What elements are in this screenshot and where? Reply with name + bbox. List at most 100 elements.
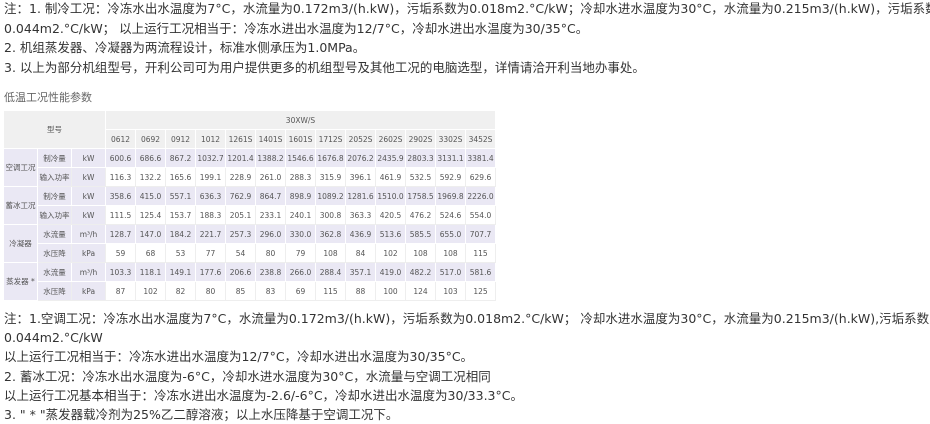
table-cell: kW: [71, 148, 106, 168]
table-cell: 205.1: [225, 205, 256, 225]
table-cell: 288.4: [315, 262, 346, 282]
table-cell: 362.8: [315, 224, 346, 244]
table-cell: 2902S: [405, 129, 436, 149]
table-cell: 103.3: [105, 262, 136, 282]
table-cell: 输入功率: [37, 205, 72, 225]
table-cell: m³/h: [71, 262, 106, 282]
bottom-notes: 注：1.空调工况：冷冻水出水温度为7°C，水流量为0.172m3/(h.kW)，…: [4, 309, 930, 424]
table-cell: 118.1: [135, 262, 166, 282]
table-cell: 581.6: [465, 262, 496, 282]
table-cell: 315.9: [315, 167, 346, 187]
table-cell: 2076.2: [345, 148, 376, 168]
table-title: 低温工况性能参数: [4, 91, 92, 104]
table-cell: 420.5: [375, 205, 406, 225]
table-cell: 82: [165, 281, 196, 301]
table-cell: 53: [165, 243, 196, 263]
table-cell: 3381.4: [465, 148, 496, 168]
table-cell: 266.0: [285, 262, 316, 282]
table-cell: 3131.1: [435, 148, 466, 168]
table-cell: 415.0: [135, 186, 166, 206]
table-cell: 蒸发器 *: [3, 262, 38, 301]
table-row: 水压降 kPa 87 102 82 80 85 83 69 115 88 100 124 103 125: [4, 281, 496, 301]
table-cell: 867.2: [165, 148, 196, 168]
table-cell: 165.6: [165, 167, 196, 187]
note-line: 0.044m2.°C/kW； 以上运行工况相当于：冷冻水进出水温度为12/7°C…: [4, 20, 589, 36]
table-cell: 240.1: [285, 205, 316, 225]
note-line: 注：1.空调工况：冷冻水出水温度为7°C，水流量为0.172m3/(h.kW)，…: [4, 311, 930, 326]
table-cell: 513.6: [375, 224, 406, 244]
table-cell: 188.3: [195, 205, 226, 225]
table-cell: 147.0: [135, 224, 166, 244]
table-cell: 686.6: [135, 148, 166, 168]
table-cell: 436.9: [345, 224, 376, 244]
note-line: 3. 以上为部分机组型号，开利公司可为用户提供更多的机组型号及其他工况的电脑选型…: [4, 59, 645, 75]
table-cell: kPa: [71, 281, 106, 301]
table-cell: 149.1: [165, 262, 196, 282]
table-cell: 1758.5: [405, 186, 436, 206]
table-cell: 177.6: [195, 262, 226, 282]
table-cell: 557.1: [165, 186, 196, 206]
table-cell: 199.1: [195, 167, 226, 187]
table-cell: 554.0: [465, 205, 496, 225]
table-cell: kW: [71, 167, 106, 187]
table-cell: 636.3: [195, 186, 226, 206]
table-cell: 1712S: [315, 129, 346, 149]
table-cell: 2803.3: [405, 148, 436, 168]
table-cell: 655.0: [435, 224, 466, 244]
note-line: 3. " * "蒸发器载冷剂为25%乙二醇溶液；以上水压降基于空调工况下。: [4, 407, 399, 423]
table-cell: 102: [375, 243, 406, 263]
table-cell: kW: [71, 186, 106, 206]
table-cell: 1401S: [255, 129, 286, 149]
table-cell: 125: [465, 281, 496, 301]
table-cell: 357.1: [345, 262, 376, 282]
table-cell: 1546.6: [285, 148, 316, 168]
table-cell: 1201.4: [225, 148, 256, 168]
table-cell: 100: [375, 281, 406, 301]
table-cell: 2052S: [345, 129, 376, 149]
table-cell: 221.7: [195, 224, 226, 244]
table-cell: 79: [285, 243, 316, 263]
table-cell: 型号: [3, 110, 106, 149]
table-cell: 108: [405, 243, 436, 263]
table-cell: 228.9: [225, 167, 256, 187]
table-cell: 54: [225, 243, 256, 263]
table-cell: 108: [435, 243, 466, 263]
table-row: 冷凝器 水流量 m³/h 128.7 147.0 184.2 221.7 257.3 296.0…: [3, 224, 496, 263]
table-cell: 1089.2: [315, 186, 346, 206]
table-cell: 108: [315, 243, 346, 263]
table-cell: 1261S: [225, 129, 256, 149]
table-cell: 592.9: [435, 167, 466, 187]
table-cell: 3452S: [465, 129, 496, 149]
table-cell: 115: [465, 243, 496, 263]
table-cell: kPa: [71, 243, 106, 263]
table-cell: 87: [105, 281, 136, 301]
table-cell: 30XW/S: [105, 110, 496, 130]
table-row: 输入功率 kW 111.5 125.4 153.7 188.3 205.1 233.1 240.…: [4, 205, 496, 225]
table-cell: m³/h: [71, 224, 106, 244]
note-line: 2. 蓄冰工况：冷冻水出水温度为-6°C，冷却水进水温度为30°C，水流量与空调…: [4, 368, 491, 384]
table-cell: 532.5: [405, 167, 436, 187]
table-cell: 1601S: [285, 129, 316, 149]
table-cell: 296.0: [255, 224, 286, 244]
table-cell: 124: [405, 281, 436, 301]
table-cell: 461.9: [375, 167, 406, 187]
table-cell: 空调工况: [3, 148, 38, 187]
table-cell: 1676.8: [315, 148, 346, 168]
table-cell: 80: [195, 281, 226, 301]
table-cell: 水压降: [37, 243, 72, 263]
performance-table: 型号 30XW/S 0612 0692 0912 1012 1261S 1401S 1601S 1…: [3, 110, 496, 301]
table-row: 输入功率 kW 116.3 132.2 165.6 199.1 228.9 261.0 288.…: [4, 167, 496, 187]
table-cell: 输入功率: [37, 167, 72, 187]
table-row: 蒸发器 * 水流量 m³/h 103.3 118.1 149.1 177.6 206.6 238…: [3, 262, 496, 301]
table-cell: 83: [255, 281, 286, 301]
table-cell: 600.6: [105, 148, 136, 168]
table-cell: 0692: [135, 129, 166, 149]
table-cell: 153.7: [165, 205, 196, 225]
table-cell: 冷凝器: [3, 224, 38, 263]
table-cell: 1012: [195, 129, 226, 149]
table-cell: 水压降: [37, 281, 72, 301]
table-cell: 水流量: [37, 262, 72, 282]
table-cell: 517.0: [435, 262, 466, 282]
table-cell: 84: [345, 243, 376, 263]
table-cell: 1388.2: [255, 148, 286, 168]
